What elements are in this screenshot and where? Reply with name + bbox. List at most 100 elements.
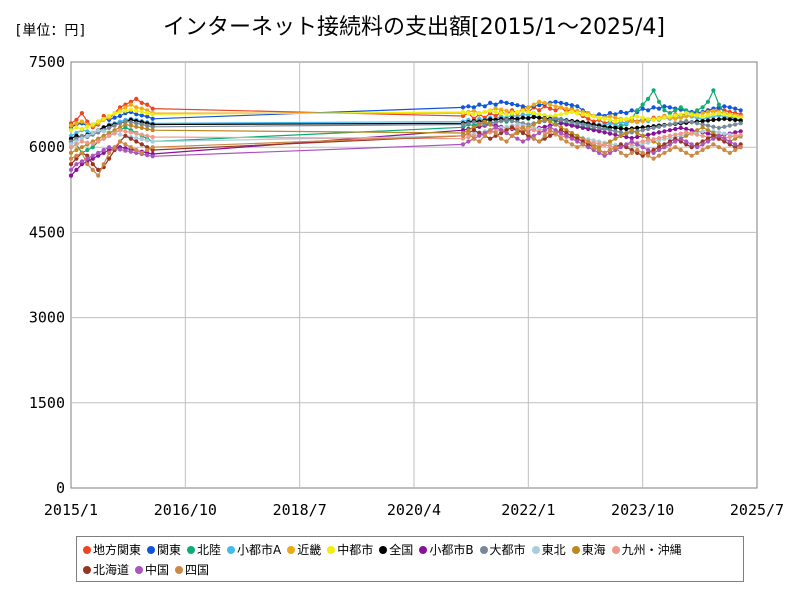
y-tick-label: 1500 — [29, 394, 65, 412]
data-point — [635, 142, 640, 147]
data-point — [68, 150, 74, 155]
data-point — [591, 145, 596, 150]
data-point — [635, 114, 640, 119]
data-point — [635, 125, 640, 130]
data-point — [727, 105, 732, 110]
data-point — [678, 115, 683, 120]
legend-label: 中都市 — [337, 543, 374, 557]
data-point — [139, 132, 144, 137]
data-point — [673, 132, 678, 137]
legend-label: 小都市A — [237, 543, 282, 557]
data-point — [145, 123, 150, 128]
data-point — [499, 99, 504, 104]
data-point — [613, 115, 618, 120]
data-point — [662, 104, 667, 109]
data-point — [651, 150, 656, 155]
data-point — [515, 136, 520, 141]
data-point — [134, 108, 139, 113]
data-point — [79, 111, 84, 116]
data-point — [134, 124, 139, 129]
data-point — [684, 142, 689, 147]
data-point — [586, 116, 591, 121]
data-point — [488, 108, 493, 113]
data-point — [520, 130, 526, 136]
data-point — [145, 102, 150, 107]
data-point — [711, 117, 716, 122]
data-point — [482, 122, 487, 127]
data-point — [646, 108, 651, 113]
data-point — [564, 111, 569, 116]
data-point — [635, 130, 640, 136]
data-point — [618, 130, 624, 135]
data-point — [531, 111, 536, 116]
data-point — [700, 129, 705, 134]
legend-marker — [479, 546, 488, 554]
data-point — [678, 136, 683, 141]
data-point — [101, 147, 106, 153]
data-point — [607, 111, 613, 116]
data-point — [68, 145, 74, 150]
data-point — [460, 136, 466, 141]
legend-marker — [611, 546, 620, 554]
chart-title: インターネット接続料の支出額[2015/1～2025/4] — [163, 15, 665, 40]
data-point — [139, 150, 144, 155]
data-point — [624, 130, 629, 136]
data-point — [96, 139, 101, 144]
data-point — [150, 145, 155, 150]
data-point — [607, 150, 613, 155]
data-point — [575, 104, 580, 109]
data-point — [700, 142, 705, 147]
legend: 地方関東 関東 北陸 小都市A 近畿 中都市 全国 小都市B 大都市 東北 東海 九州・沖縄 北海道 中国… — [76, 536, 744, 582]
data-point — [629, 147, 634, 153]
data-point — [548, 133, 553, 138]
data-point — [128, 107, 133, 112]
data-point — [139, 137, 144, 142]
data-point — [482, 133, 487, 138]
legend-item: 小都市A — [227, 540, 281, 560]
data-point — [716, 117, 722, 122]
data-point — [705, 139, 711, 144]
data-point — [466, 130, 471, 136]
data-point — [695, 145, 700, 150]
data-point — [651, 147, 656, 153]
data-point — [684, 126, 689, 132]
data-point — [711, 142, 716, 147]
data-point — [673, 108, 678, 113]
data-point — [493, 130, 498, 136]
data-point — [695, 113, 700, 118]
data-point — [711, 88, 716, 93]
data-point — [531, 115, 536, 120]
data-point — [727, 113, 732, 118]
data-point — [591, 114, 596, 119]
data-point — [738, 129, 743, 134]
data-point — [613, 119, 618, 124]
data-point — [738, 108, 743, 113]
data-point — [471, 125, 476, 130]
legend-label: 北陸 — [197, 543, 222, 557]
data-point — [553, 108, 558, 113]
data-point — [466, 134, 471, 140]
data-point — [471, 108, 476, 113]
data-point — [101, 125, 106, 130]
data-point — [128, 123, 133, 128]
data-point — [482, 119, 487, 124]
data-point — [139, 100, 144, 105]
data-point — [711, 136, 716, 141]
data-point — [656, 136, 662, 141]
data-point — [640, 133, 645, 138]
data-point — [640, 128, 645, 133]
data-point — [150, 124, 155, 129]
series-layer — [68, 88, 743, 178]
data-point — [613, 125, 618, 130]
data-point — [117, 139, 123, 144]
legend-item: 北陸 — [187, 540, 221, 560]
legend-marker — [227, 546, 236, 554]
data-point — [678, 112, 683, 117]
data-point — [471, 112, 476, 117]
data-point — [667, 139, 673, 144]
data-point — [624, 111, 629, 116]
data-point — [537, 119, 542, 124]
data-point — [711, 133, 716, 138]
data-point — [150, 134, 155, 140]
data-point — [651, 131, 656, 136]
